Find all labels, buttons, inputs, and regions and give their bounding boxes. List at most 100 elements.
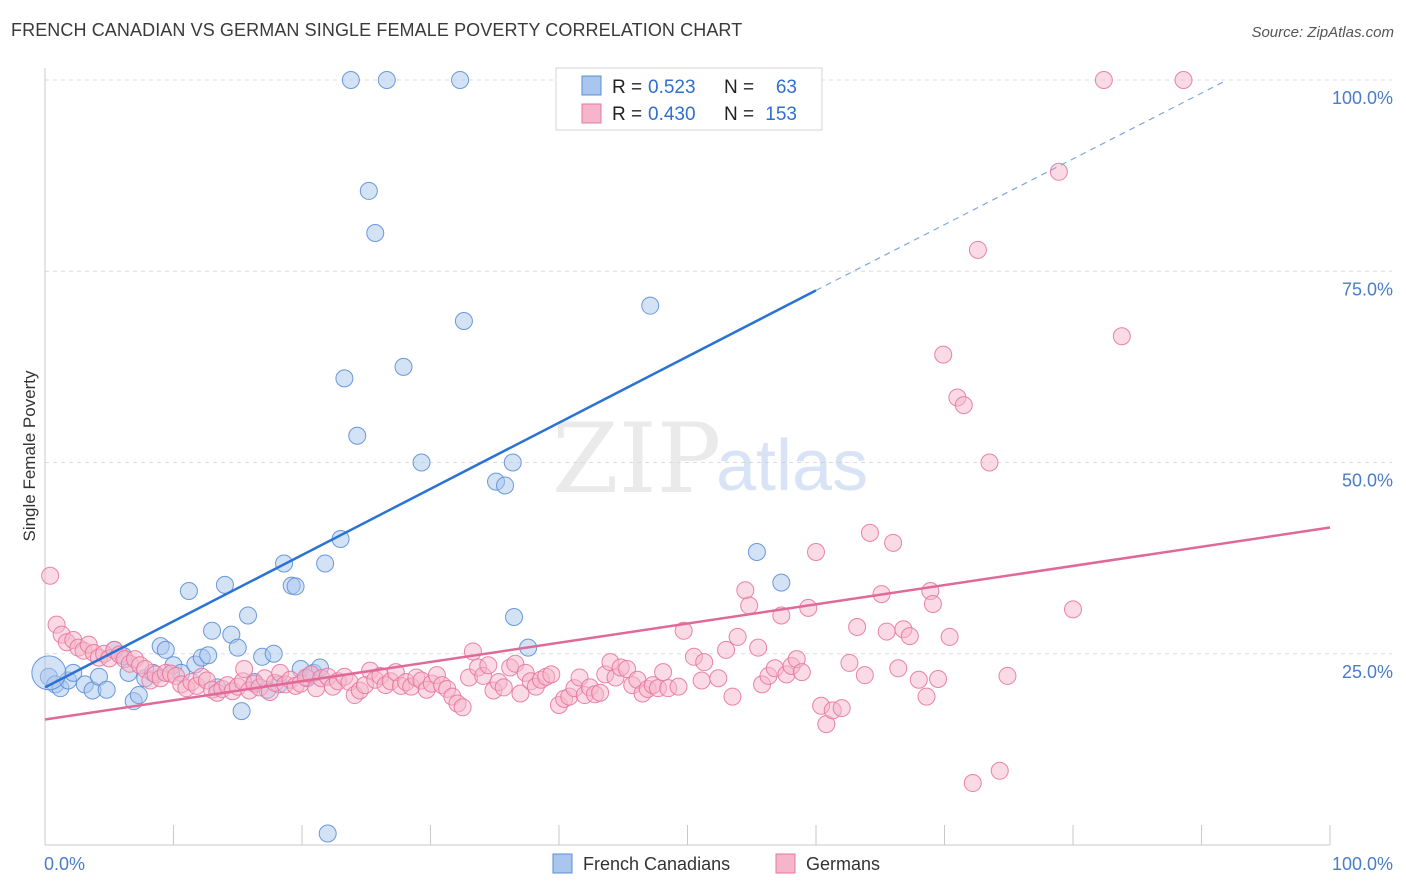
data-point: [453, 698, 472, 717]
data-point: [917, 687, 936, 706]
trend-line-germans: [44, 526, 1331, 721]
data-point: [335, 369, 354, 388]
chart-title: FRENCH CANADIAN VS GERMAN SINGLE FEMALE …: [11, 20, 743, 40]
data-point: [855, 666, 874, 685]
data-point: [692, 671, 711, 690]
data-point: [900, 627, 919, 646]
data-point: [799, 598, 818, 617]
stats-n-label-0: N =: [724, 77, 754, 98]
data-point: [494, 678, 513, 697]
data-point: [505, 608, 524, 627]
stats-swatch-germans: [581, 103, 602, 124]
data-point: [709, 669, 728, 688]
data-point: [860, 523, 879, 542]
trend-line-french-canadians: [44, 289, 817, 689]
data-point: [889, 659, 908, 678]
data-point: [792, 663, 811, 682]
stats-r-label-1: R =: [612, 104, 642, 125]
data-point: [990, 761, 1009, 780]
data-point: [359, 181, 378, 200]
data-point: [695, 653, 714, 672]
legend-label-germans: Germans: [806, 854, 880, 874]
x-tick-label-100: 100.0%: [1332, 854, 1393, 874]
series-legend: French Canadians Germans: [552, 853, 880, 874]
data-point: [239, 606, 258, 625]
data-point: [1064, 600, 1082, 619]
data-point: [1049, 162, 1068, 181]
stats-r-value-0: 0.523: [648, 77, 696, 98]
stats-r-value-1: 0.430: [648, 104, 696, 125]
data-point: [929, 669, 948, 688]
data-point: [496, 476, 515, 495]
data-point: [41, 566, 60, 585]
axes: [44, 68, 1331, 846]
stats-r-label-0: R =: [612, 77, 642, 98]
data-point: [963, 774, 982, 793]
legend-swatch-french-canadians: [552, 853, 573, 874]
data-point: [674, 621, 693, 640]
stats-legend: R = 0.523 N = 63 R = 0.430 N = 153: [555, 67, 823, 131]
data-point: [772, 573, 791, 592]
data-point: [97, 680, 116, 699]
data-point: [451, 71, 470, 89]
data-point: [129, 686, 148, 705]
data-point: [749, 638, 768, 657]
data-point: [954, 396, 973, 415]
watermark: ZIP atlas: [552, 403, 868, 515]
data-point: [840, 653, 859, 672]
stats-n-label-1: N =: [724, 104, 754, 125]
data-point: [316, 554, 335, 573]
data-point: [264, 644, 283, 663]
data-point: [503, 453, 522, 472]
data-point: [1094, 71, 1113, 89]
data-point: [479, 656, 498, 675]
data-point: [318, 824, 337, 843]
legend-label-french-canadians: French Canadians: [583, 854, 730, 874]
data-point: [1112, 327, 1131, 346]
data-point: [654, 663, 673, 682]
data-point: [747, 543, 766, 562]
tick-labels: 25.0% 50.0% 75.0% 100.0% 0.0% 100.0%: [44, 88, 1393, 874]
data-point: [199, 646, 218, 665]
data-point: [669, 677, 688, 696]
data-point: [998, 666, 1017, 685]
data-point: [940, 627, 959, 646]
data-point: [341, 71, 360, 89]
data-point: [728, 627, 747, 646]
data-point: [394, 357, 413, 376]
stats-n-value-0: 63: [776, 77, 797, 98]
data-point: [366, 224, 385, 242]
data-point: [232, 702, 251, 721]
data-point: [454, 311, 473, 330]
data-point: [203, 621, 222, 640]
data-point: [1174, 71, 1193, 89]
data-point: [228, 638, 247, 657]
data-point: [235, 660, 254, 679]
data-point: [968, 240, 987, 259]
data-point: [717, 640, 736, 659]
data-point: [591, 683, 610, 702]
stats-swatch-french-canadians: [581, 75, 602, 96]
legend-swatch-germans: [775, 853, 796, 874]
trend-line-french-canadians-extension: [815, 79, 1228, 291]
data-point: [909, 670, 928, 689]
x-tick-label-0: 0.0%: [44, 854, 85, 874]
data-point: [980, 453, 999, 472]
data-point: [542, 665, 561, 684]
y-tick-label-100: 100.0%: [1332, 88, 1393, 108]
data-point: [156, 640, 175, 659]
data-point: [412, 453, 431, 472]
data-point: [641, 296, 660, 315]
y-tick-label-75: 75.0%: [1342, 279, 1393, 299]
y-tick-label-50: 50.0%: [1342, 471, 1393, 491]
data-point: [723, 687, 742, 706]
gridlines: [45, 79, 1392, 655]
y-tick-label-25: 25.0%: [1342, 662, 1393, 682]
chart-source: Source: ZipAtlas.com: [1251, 24, 1394, 41]
data-point: [511, 684, 530, 703]
data-point: [848, 617, 867, 636]
data-point: [740, 596, 759, 615]
data-point: [377, 71, 396, 89]
stats-n-value-1: 153: [765, 104, 797, 125]
